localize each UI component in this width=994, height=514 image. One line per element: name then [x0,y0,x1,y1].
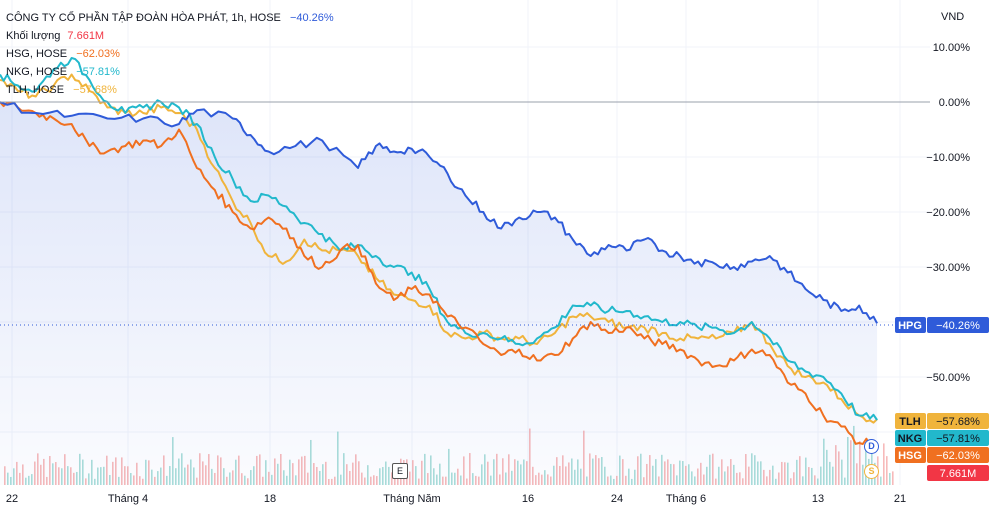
legend-main[interactable]: CÔNG TY CỔ PHẦN TẬP ĐOÀN HÒA PHÁT, 1h, H… [6,9,334,27]
badge-nkg-label: NKG [898,433,922,445]
legend-nkg-label: NKG, HOSE [6,66,68,78]
y-axis-currency: VND [941,11,964,23]
legend-volume-value: 7.661M [67,30,105,42]
series-line-hpg [0,101,878,324]
badge-hsg-value: −62.03% [936,450,980,462]
legend-main-pct: −40.26% [289,12,334,24]
badge-tlh-value-bg [927,413,989,429]
badge-hpg-value-bg [927,317,989,333]
earnings-marker[interactable]: E [392,463,408,479]
legend-hsg-pct: −62.03% [76,48,120,60]
split-marker-icon[interactable]: S [864,464,879,479]
badge-hsg-label: HSG [898,450,922,462]
x-tick-label: 16 [522,493,534,505]
x-tick-label: Tháng Năm [383,493,440,505]
x-tick-label: 22 [6,493,18,505]
series-line-tlh [0,73,878,424]
badge-hsg-value-bg [927,447,989,463]
volume-bar [883,443,885,485]
x-axis: 22 Tháng 4 18 Tháng Năm 16 24 Tháng 6 13 21 [6,493,906,505]
x-tick-label: 24 [611,493,623,505]
badge-tlh: TLH −57.68% [895,413,989,429]
badge-hpg-label: HPG [898,320,922,332]
series-line-hsg [0,101,878,447]
badge-nkg-value-bg [927,430,989,446]
price-badges: HPG −40.26% TLH −57.68% NKG −57.81% HSG −62.03%… [895,317,989,481]
legend-tlh-label: TLH, HOSE [6,84,65,96]
badge-volume-value: 7.661M [940,468,977,480]
badge-hsg: HSG −62.03% [895,447,989,463]
legend-hsg[interactable]: HSG, HOSE −62.03% [6,45,334,63]
legend-nkg-pct: −57.81% [76,66,120,78]
badge-volume-value-bg [927,465,989,481]
badge-hpg-label-bg [895,317,926,333]
y-tick-label: −50.00% [926,372,970,384]
y-tick-label: 10.00% [933,42,971,54]
y-tick-label: −20.00% [926,207,970,219]
badge-volume: 7.661M [927,465,989,481]
y-tick-label: −30.00% [926,262,970,274]
volume-bar [889,472,891,485]
badge-tlh-value: −57.68% [936,416,980,428]
legend-nkg[interactable]: NKG, HOSE −57.81% [6,63,334,81]
series-lines [0,57,878,447]
legend-tlh[interactable]: TLH, HOSE −57.68% [6,81,334,99]
badge-tlh-label: TLH [899,416,920,428]
badge-tlh-label-bg [895,413,926,429]
x-tick-label: Tháng 6 [666,493,706,505]
badge-nkg: NKG −57.81% [895,430,989,446]
x-tick-label: 18 [264,493,276,505]
volume-bar [892,471,894,485]
volume-bar [880,476,882,485]
volume-bar [886,456,888,485]
legend-volume[interactable]: Khối lượng 7.661M [6,27,334,45]
x-tick-label: 13 [812,493,824,505]
y-tick-label: 0.00% [939,97,970,109]
legend-tlh-pct: −57.68% [73,84,117,96]
badge-hpg: HPG −40.26% [895,317,989,333]
y-tick-label: −10.00% [926,152,970,164]
badge-hsg-label-bg [895,447,926,463]
hpg-area [0,102,878,485]
legend-volume-label: Khối lượng [6,30,61,42]
legend-hsg-label: HSG, HOSE [6,48,68,60]
legend: CÔNG TY CỔ PHẦN TẬP ĐOÀN HÒA PHÁT, 1h, H… [6,9,334,99]
legend-main-title: CÔNG TY CỔ PHẦN TẬP ĐOÀN HÒA PHÁT, 1h, H… [6,12,281,24]
x-tick-label: Tháng 4 [108,493,148,505]
badge-nkg-value: −57.81% [936,433,980,445]
badge-nkg-label-bg [895,430,926,446]
y-axis: VND 10.00% 0.00% −10.00% −20.00% −30.00% −50.0… [926,11,970,384]
badge-hpg-value: −40.26% [936,320,980,332]
x-tick-label: 21 [894,493,906,505]
dividend-marker-icon[interactable]: D [864,439,879,454]
